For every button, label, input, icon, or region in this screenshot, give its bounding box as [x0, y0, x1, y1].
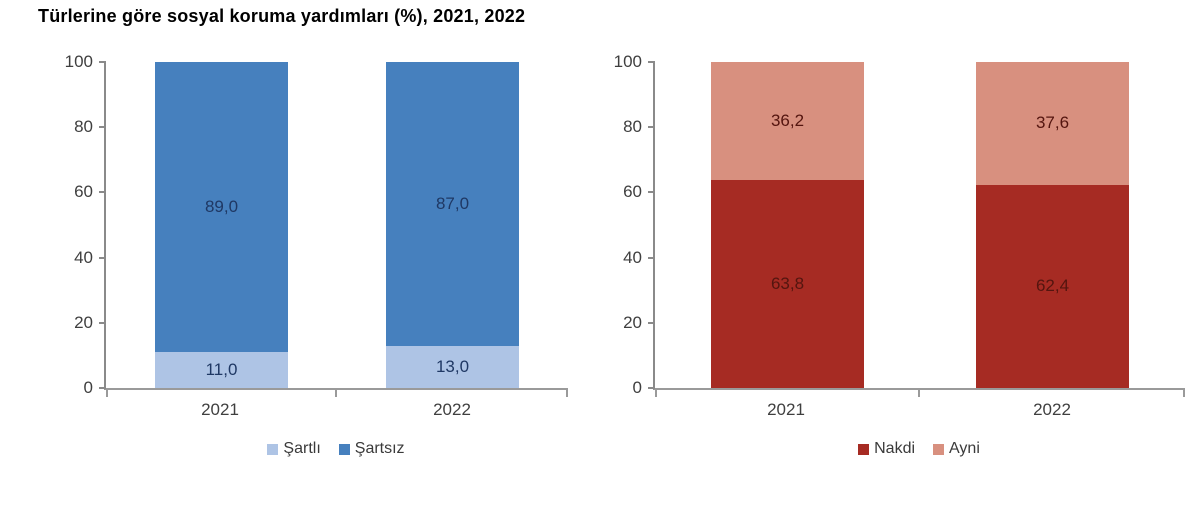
x-axis-labels: 2021 2022	[104, 400, 568, 420]
bar-2021: 89,0 11,0	[155, 62, 288, 388]
chart-sartli-sartsiz: 0 20 40 60 80 100 89,0 11,0 87,0 13,0 2021 2022 Şa…	[65, 52, 568, 457]
legend-item-nakdi: Nakdi	[858, 440, 915, 458]
y-tick-label-100: 100	[64, 52, 93, 71]
legend-label-ayni: Ayni	[949, 440, 980, 457]
bar-segment-ayni-2021: 36,2	[711, 62, 864, 181]
legend-left: Şartlı Şartsız	[104, 440, 568, 458]
y-tick-mark-40	[648, 256, 655, 259]
x-tick-mark	[655, 389, 657, 397]
bar-segment-şartlı-2021: 11,0	[155, 352, 288, 388]
bars-container: 36,2 63,8 37,6 62,4	[655, 62, 1185, 388]
x-tick-mark	[1183, 389, 1185, 397]
bar-segment-ayni-2022: 37,6	[976, 62, 1129, 185]
x-tick-mark	[335, 389, 337, 397]
y-tick-mark-100	[99, 61, 106, 63]
x-label-2022: 2022	[1033, 400, 1071, 419]
y-tick-mark-60	[648, 191, 655, 194]
category-2021: 89,0 11,0	[106, 62, 337, 388]
x-tick-mark	[106, 389, 108, 397]
x-label-2022: 2022	[433, 400, 471, 419]
x-tick-mark	[918, 389, 920, 397]
y-tick-label-80: 80	[623, 117, 642, 137]
y-tick-mark-20	[648, 321, 655, 324]
y-tick-label-0: 0	[83, 378, 93, 397]
y-tick-mark-40	[99, 256, 106, 259]
legend-swatch-şartsız	[338, 443, 350, 455]
y-tick-label-80: 80	[74, 117, 93, 137]
category-2021: 36,2 63,8	[655, 62, 920, 388]
x-axis-labels: 2021 2022	[653, 400, 1185, 420]
legend-swatch-şartlı	[267, 443, 279, 455]
y-tick-mark-0	[648, 387, 655, 389]
legend-label-şartsız: Şartsız	[354, 440, 405, 457]
y-tick-label-20: 20	[623, 312, 642, 332]
y-tick-label-20: 20	[74, 312, 93, 332]
y-tick-mark-100	[648, 61, 655, 63]
legend-label-şartlı: Şartlı	[283, 440, 321, 457]
figure-title: Türlerine göre sosyal koruma yardımları …	[38, 6, 526, 26]
y-tick-label-100: 100	[613, 52, 642, 71]
legend-right: Nakdi Ayni	[653, 440, 1185, 458]
legend-item-ayni: Ayni	[933, 440, 980, 458]
bar-segment-şartsız-2022: 87,0	[386, 62, 519, 346]
plot-area-right: 0 20 40 60 80 100 36,2 63,8 37,6 62,4	[614, 52, 1185, 397]
x-label-2021: 2021	[201, 400, 239, 419]
bar-2022: 37,6 62,4	[976, 62, 1129, 388]
legend-item-şartlı: Şartlı	[267, 440, 321, 458]
legend-swatch-ayni	[933, 443, 945, 455]
y-tick-label-40: 40	[623, 247, 642, 267]
legend-item-şartsız: Şartsız	[338, 440, 405, 458]
y-tick-mark-80	[99, 126, 106, 129]
y-tick-mark-20	[99, 321, 106, 324]
y-tick-mark-0	[99, 387, 106, 389]
y-tick-mark-80	[648, 126, 655, 129]
y-tick-label-0: 0	[632, 378, 642, 397]
y-tick-label-60: 60	[623, 182, 642, 202]
chart-nakdi-ayni: 0 20 40 60 80 100 36,2 63,8 37,6 62,4 2021 2022 Na…	[614, 52, 1185, 457]
bar-segment-nakdi-2021: 63,8	[711, 180, 864, 388]
bar-segment-nakdi-2022: 62,4	[976, 184, 1129, 388]
plot-area-left: 0 20 40 60 80 100 89,0 11,0 87,0 13,0	[65, 52, 568, 397]
bars-container: 89,0 11,0 87,0 13,0	[106, 62, 568, 388]
category-2022: 87,0 13,0	[337, 62, 568, 388]
y-tick-label-60: 60	[74, 182, 93, 202]
bar-2021: 36,2 63,8	[711, 62, 864, 388]
bar-segment-şartlı-2022: 13,0	[386, 345, 519, 388]
bar-2022: 87,0 13,0	[386, 62, 519, 388]
legend-swatch-nakdi	[858, 443, 870, 455]
legend-label-nakdi: Nakdi	[874, 440, 916, 457]
bar-segment-şartsız-2021: 89,0	[155, 62, 288, 353]
x-label-2021: 2021	[767, 400, 805, 419]
category-2022: 37,6 62,4	[920, 62, 1185, 388]
y-tick-mark-60	[99, 191, 106, 194]
x-tick-mark	[566, 389, 568, 397]
y-tick-label-40: 40	[74, 247, 93, 267]
